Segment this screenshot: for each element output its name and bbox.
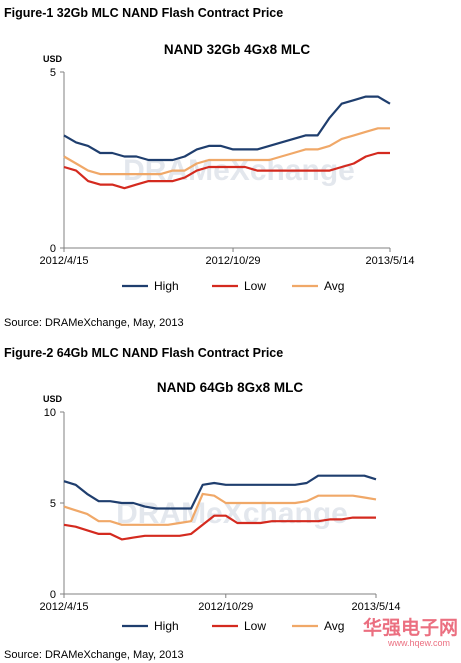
x-tick-label: 2012/10/29 — [206, 255, 261, 267]
series-line-avg — [63, 127, 390, 176]
figure-2-label: Figure-2 64Gb MLC NAND Flash Contract Pr… — [4, 346, 284, 360]
legend-label-avg: Avg — [324, 279, 344, 293]
y-tick-label: 5 — [50, 67, 56, 79]
chart-2: NAND 64Gb 8Gx8 MLCUSDDRAMeXchange0510201… — [40, 380, 458, 648]
logo-watermark: 华强电子网 — [363, 616, 458, 639]
series-line-high — [63, 474, 377, 510]
chart-title: NAND 64Gb 8Gx8 MLC — [157, 380, 304, 395]
figure-2-source: Source: DRAMeXchange, May, 2013 — [4, 649, 184, 661]
y-tick-label: 0 — [50, 243, 56, 255]
figure-1-source: Source: DRAMeXchange, May, 2013 — [4, 317, 184, 329]
series-line-low — [63, 514, 376, 541]
legend-label-low: Low — [244, 279, 266, 293]
chart-title: NAND 32Gb 4Gx8 MLC — [164, 42, 311, 57]
chart-1: NAND 32Gb 4Gx8 MLCUSDDRAMeXchange052012/… — [40, 42, 415, 293]
y-axis-label: USD — [43, 394, 63, 404]
series-line-high — [63, 95, 391, 162]
x-tick-label: 2013/5/14 — [366, 255, 415, 267]
x-tick-label: 2013/5/14 — [352, 601, 401, 613]
x-tick-label: 2012/4/15 — [40, 255, 89, 267]
legend-label-high: High — [154, 619, 179, 633]
legend-label-low: Low — [244, 619, 266, 633]
legend-label-high: High — [154, 279, 179, 293]
y-tick-label: 10 — [44, 407, 56, 419]
series-line-avg — [63, 492, 377, 526]
series-line-low — [63, 151, 390, 190]
y-tick-label: 5 — [50, 498, 56, 510]
logo-url: www.hqew.com — [387, 638, 450, 648]
legend-label-avg: Avg — [324, 619, 344, 633]
y-axis-label: USD — [43, 54, 63, 64]
figure-1-label: Figure-1 32Gb MLC NAND Flash Contract Pr… — [4, 6, 284, 20]
x-tick-label: 2012/4/15 — [40, 601, 89, 613]
x-tick-label: 2012/10/29 — [198, 601, 253, 613]
y-tick-label: 0 — [50, 589, 56, 601]
